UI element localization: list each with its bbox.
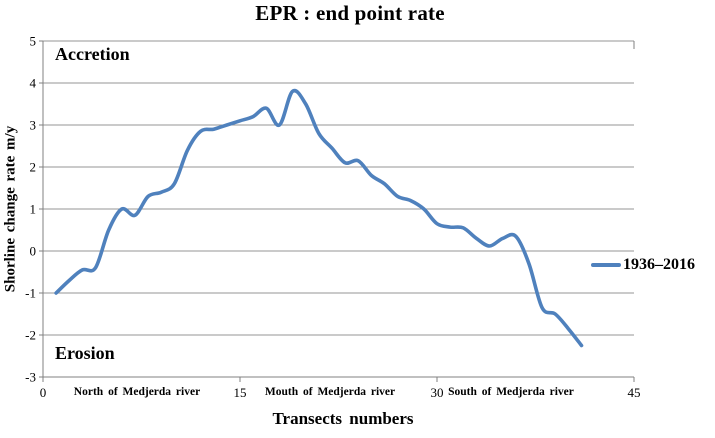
y-tick-label: -3 [25,370,36,385]
x-tick-label: 0 [40,385,47,400]
y-tick-label: 4 [30,76,37,91]
chart-title: EPR : end point rate [255,1,445,25]
y-tick-label: 5 [30,34,37,49]
erosion-label: Erosion [55,343,115,363]
y-tick-label: 1 [30,202,37,217]
x-tick-label: 45 [628,385,641,400]
y-tick-label: 3 [30,118,37,133]
legend-label: 1936–2016 [623,256,695,273]
legend-line-swatch [591,263,621,267]
y-tick-label: -1 [25,286,36,301]
accretion-label: Accretion [55,44,130,64]
region-label-south: South of Medjerda river [448,386,574,398]
y-tick-label: -2 [25,328,36,343]
region-label-north: North of Medjerda river [73,386,201,398]
y-tick-label: 2 [30,160,37,175]
x-tick-label: 15 [234,385,247,400]
series-line-1936-2016 [54,88,584,348]
region-label-mouth: Mouth of Medjerda river [264,386,396,398]
x-tick-label: 30 [431,385,444,400]
x-axis-title: Transects numbers [272,409,414,428]
y-tick-label: 0 [30,244,37,259]
legend: 1936–2016 [591,256,695,274]
